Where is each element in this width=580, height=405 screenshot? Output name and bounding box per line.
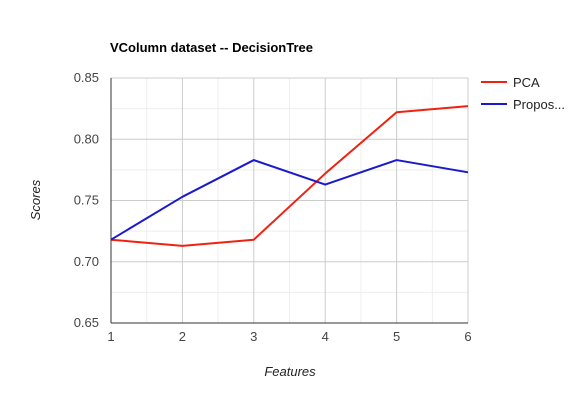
x-tick-labels: 1 2 3 4 5 6 (107, 329, 471, 344)
x-tick-label: 1 (107, 329, 114, 344)
grid (111, 77, 469, 323)
y-tick-label: 0.65 (74, 315, 99, 330)
series-line-0 (110, 105, 469, 247)
y-tick-label: 0.75 (74, 193, 99, 208)
y-tick-label: 0.80 (74, 131, 99, 146)
series-line-1 (110, 159, 469, 241)
x-tick-label: 3 (250, 329, 257, 344)
x-tick-label: 5 (393, 329, 400, 344)
y-tick-labels: 0.65 0.70 0.75 0.80 0.85 (74, 70, 99, 330)
axes (110, 78, 468, 324)
chart-title: VColumn dataset -- DecisionTree (110, 40, 313, 55)
series (110, 105, 469, 247)
y-axis-label: Scores (28, 179, 43, 220)
y-tick-label: 0.85 (74, 70, 99, 85)
x-axis-label: Features (264, 364, 316, 379)
legend: PCA Propos... (481, 75, 565, 112)
legend-label: PCA (513, 75, 540, 90)
x-tick-label: 6 (464, 329, 471, 344)
x-tick-label: 2 (179, 329, 186, 344)
x-tick-label: 4 (322, 329, 329, 344)
legend-label: Propos... (513, 97, 565, 112)
y-tick-label: 0.70 (74, 254, 99, 269)
